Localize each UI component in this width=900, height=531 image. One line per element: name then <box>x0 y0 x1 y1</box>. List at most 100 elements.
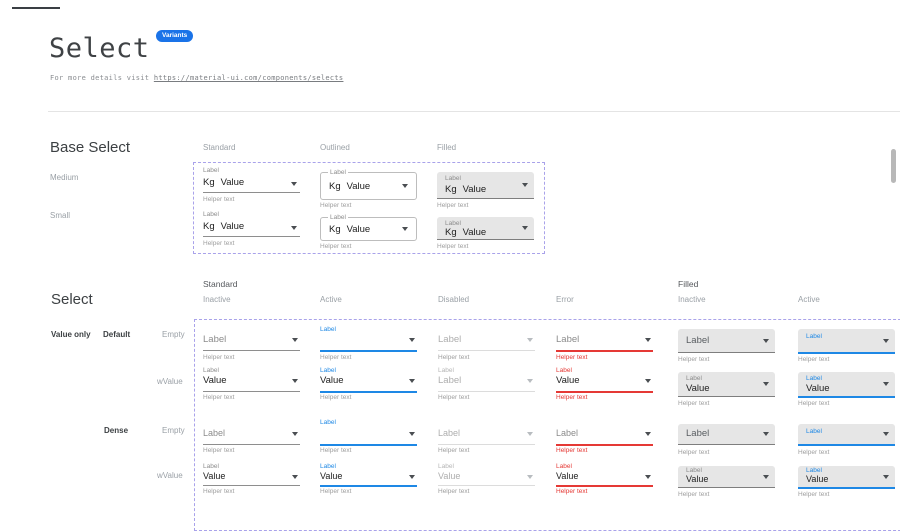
select-filled-active-value[interactable]: Label Value <box>798 466 895 489</box>
select-label: Label <box>438 428 461 438</box>
select-standard-error-value[interactable]: Label Value <box>556 463 653 487</box>
group-header-filled: Filled <box>678 279 699 289</box>
select-label: Label <box>806 333 822 340</box>
base-select-standard-small[interactable]: Label Kg Value <box>203 211 300 238</box>
helper-text: Helper text <box>798 400 830 407</box>
dropdown-arrow-icon <box>763 338 769 343</box>
dropdown-arrow-icon <box>522 226 528 230</box>
select-standard-disabled-value[interactable]: Label Label <box>438 367 535 393</box>
base-select-filled-medium[interactable]: Label Kg Value <box>437 172 534 199</box>
row-label-medium: Medium <box>50 173 79 182</box>
base-select-filled-small[interactable]: Label Kg Value <box>437 217 534 240</box>
row-label-wvalue: wValue <box>157 377 183 386</box>
select-filled-active-value[interactable]: Label Value <box>798 372 895 398</box>
dropdown-arrow-icon <box>292 379 298 383</box>
dropdown-arrow-icon <box>645 432 651 436</box>
base-select-heading: Base Select <box>50 139 131 156</box>
select-standard-inactive-value[interactable]: Label Value <box>203 463 300 487</box>
select-standard-active-value[interactable]: Label Value <box>320 367 417 393</box>
base-select-standard-medium[interactable]: Label Kg Value <box>203 167 300 194</box>
helper-text: Helper text <box>798 449 830 456</box>
select-value: Value <box>203 375 227 386</box>
select-standard-disabled-empty[interactable]: Label <box>438 326 535 352</box>
select-filled-active-empty[interactable]: Label <box>798 424 895 446</box>
select-standard-error-empty[interactable]: Label <box>556 326 653 352</box>
dropdown-arrow-icon <box>883 432 889 436</box>
helper-text: Helper text <box>798 356 830 363</box>
helper-text: Helper text <box>556 447 588 454</box>
select-filled-inactive-empty[interactable]: Label <box>678 329 775 353</box>
state-header-disabled: Disabled <box>438 295 470 304</box>
dropdown-arrow-icon <box>645 379 651 383</box>
select-value: Value <box>686 383 710 394</box>
select-standard-disabled-value[interactable]: Label Value <box>438 463 535 487</box>
dropdown-arrow-icon <box>292 338 298 342</box>
select-label: Label <box>320 419 336 426</box>
helper-text: Helper text <box>320 488 352 495</box>
select-standard-disabled-empty[interactable]: Label <box>438 419 535 446</box>
select-underline <box>438 485 535 486</box>
dropdown-arrow-icon <box>409 432 415 436</box>
dropdown-arrow-icon <box>527 475 533 479</box>
base-select-outlined-medium[interactable]: Label Kg Value <box>320 169 417 200</box>
state-header-error: Error <box>556 295 574 304</box>
select-filled-inactive-value[interactable]: Label Value <box>678 372 775 397</box>
select-underline <box>320 485 417 487</box>
dropdown-arrow-icon <box>292 432 298 436</box>
dropdown-arrow-icon <box>527 379 533 383</box>
select-underline <box>320 444 417 446</box>
select-filled-inactive-empty[interactable]: Label <box>678 424 775 445</box>
dropdown-arrow-icon <box>883 474 889 479</box>
select-standard-active-empty[interactable]: Label <box>320 326 417 352</box>
dropdown-arrow-icon <box>522 183 528 187</box>
select-label: Label <box>203 211 219 218</box>
select-value: Value <box>806 474 829 484</box>
select-standard-inactive-value[interactable]: Label Value <box>203 367 300 393</box>
select-filled-inactive-value[interactable]: Label Value <box>678 466 775 488</box>
select-standard-inactive-empty[interactable]: Label <box>203 326 300 352</box>
material-ui-link[interactable]: https://material-ui.com/components/selec… <box>153 74 344 82</box>
select-underline <box>203 391 300 392</box>
select-label: Label <box>445 220 461 227</box>
dropdown-arrow-icon <box>527 338 533 342</box>
select-underline <box>203 485 300 486</box>
dropdown-arrow-icon <box>883 338 889 343</box>
select-label: Label <box>203 367 219 374</box>
select-underline <box>320 350 417 352</box>
helper-text: Helper text <box>203 354 235 361</box>
select-label: Label <box>328 169 348 176</box>
adornment-text: Kg <box>329 181 341 192</box>
select-value: Kg Value <box>203 221 244 232</box>
select-label: Label <box>556 428 579 438</box>
state-header-active: Active <box>798 295 820 304</box>
adornment-text: Kg <box>445 184 457 195</box>
select-underline <box>203 350 300 351</box>
group-header-standard: Standard <box>203 279 238 289</box>
dropdown-arrow-icon <box>291 226 297 230</box>
select-label: Label <box>556 463 572 470</box>
subtitle-text: For more details visit <box>50 74 154 82</box>
value-text: Value <box>220 177 245 188</box>
adornment-text: Kg <box>203 177 215 188</box>
select-value: Value <box>320 471 343 481</box>
helper-text: Helper text <box>437 243 469 250</box>
value-text: Value <box>220 221 245 232</box>
select-standard-inactive-empty[interactable]: Label <box>203 419 300 446</box>
select-underline <box>438 444 535 445</box>
scrollbar-thumb[interactable] <box>891 149 896 183</box>
select-standard-error-value[interactable]: Label Value <box>556 367 653 393</box>
row-label-value-only: Value only <box>51 330 91 339</box>
helper-text: Helper text <box>203 394 235 401</box>
select-standard-active-empty[interactable]: Label <box>320 419 417 446</box>
page-title: Select <box>49 33 150 64</box>
select-filled-active-empty[interactable]: Label <box>798 329 895 354</box>
column-header-filled: Filled <box>437 143 457 152</box>
base-select-outlined-small[interactable]: Label Kg Value <box>320 214 417 241</box>
select-standard-active-value[interactable]: Label Value <box>320 463 417 487</box>
helper-text: Helper text <box>556 488 588 495</box>
dropdown-arrow-icon <box>402 227 408 231</box>
state-header-inactive: Inactive <box>203 295 231 304</box>
helper-text: Helper text <box>438 394 470 401</box>
select-value: Value <box>320 375 344 386</box>
select-standard-error-empty[interactable]: Label <box>556 419 653 446</box>
